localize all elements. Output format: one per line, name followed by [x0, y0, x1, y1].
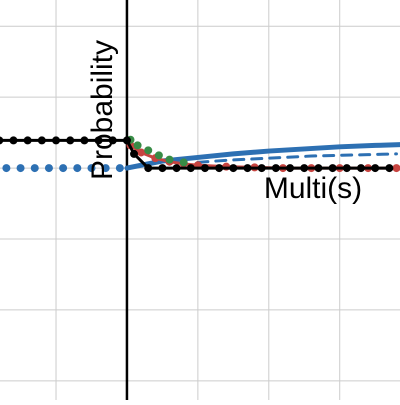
plot	[0, 135, 400, 173]
data-point	[133, 141, 142, 150]
data-point	[328, 164, 337, 173]
data-point	[144, 164, 153, 173]
data-point	[9, 136, 18, 145]
data-point	[2, 164, 11, 173]
data-point	[130, 149, 139, 158]
data-point	[186, 164, 195, 173]
data-point	[0, 136, 4, 145]
data-point	[271, 164, 280, 173]
data-point	[342, 164, 351, 173]
data-point	[66, 136, 75, 145]
data-point	[44, 164, 53, 173]
data-point	[243, 164, 252, 173]
data-point	[257, 164, 266, 173]
data-point	[371, 164, 380, 173]
data-point	[392, 164, 400, 173]
data-point	[115, 164, 124, 173]
data-point	[356, 164, 365, 173]
data-point	[23, 136, 32, 145]
data-point	[144, 146, 153, 155]
data-point	[158, 164, 167, 173]
data-point	[87, 164, 96, 173]
data-point	[314, 164, 323, 173]
series-line	[196, 152, 398, 164]
data-point	[37, 136, 46, 145]
data-point	[108, 136, 117, 145]
data-point	[101, 164, 110, 173]
data-point	[154, 151, 163, 160]
data-point	[200, 164, 209, 173]
data-point	[165, 155, 174, 164]
data-point	[94, 136, 103, 145]
data-point	[385, 164, 394, 173]
data-point	[16, 164, 25, 173]
data-point	[286, 164, 295, 173]
data-point	[80, 136, 89, 145]
data-point	[229, 164, 238, 173]
data-point	[300, 164, 309, 173]
data-point	[30, 164, 39, 173]
y-axis-label: Probability	[86, 40, 119, 180]
data-point	[52, 136, 61, 145]
data-point	[73, 164, 82, 173]
data-point	[215, 164, 224, 173]
data-point	[59, 164, 68, 173]
data-point	[137, 148, 146, 157]
data-point	[122, 136, 131, 145]
data-point	[172, 164, 181, 173]
series-line	[124, 142, 400, 171]
data-point	[179, 158, 188, 167]
x-axis-label: Multi(s)	[264, 172, 362, 205]
